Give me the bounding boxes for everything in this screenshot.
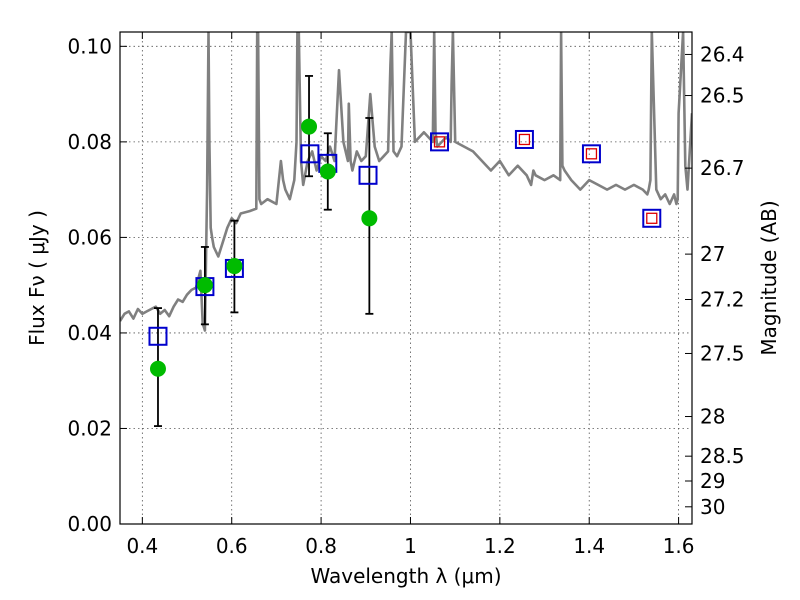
magnitude-tick-label: 26.5 <box>700 84 745 108</box>
x-axis: 0.4 0.6 0.8 1 1.2 1.4 1.6 <box>126 32 695 558</box>
model-square <box>148 326 168 346</box>
x-tick-label: 1.2 <box>484 534 516 558</box>
magnitude-tick-label: 26.7 <box>700 156 745 180</box>
plot-frame <box>119 31 693 525</box>
limit-square <box>518 133 531 146</box>
model-square <box>300 144 320 164</box>
model-square <box>581 144 601 164</box>
y-tick-label: 0.00 <box>67 512 112 536</box>
x-tick-label: 0.8 <box>305 534 337 558</box>
magnitude-tick-label: 27 <box>700 242 725 266</box>
grid-lines <box>120 32 692 525</box>
observed-point <box>301 118 318 135</box>
x-axis-title: Wavelength λ (μm) <box>310 564 501 588</box>
limit-square <box>646 212 658 224</box>
model-square <box>358 165 378 185</box>
magnitude-axis-title: Magnitude (AB) <box>757 200 781 355</box>
observed-point <box>196 277 213 294</box>
y-axis: 0.00 0.02 0.04 0.06 0.08 0.10 <box>67 34 127 536</box>
observed-point <box>226 258 243 275</box>
observed-point <box>319 163 336 180</box>
y-tick-label: 0.06 <box>67 225 112 249</box>
x-tick-label: 1 <box>404 534 417 558</box>
x-tick-label: 0.4 <box>126 534 158 558</box>
y-tick-label: 0.02 <box>67 416 112 440</box>
magnitude-tick-label: 28.5 <box>700 444 745 468</box>
model-square <box>642 208 662 228</box>
x-tick-label: 1.6 <box>663 534 695 558</box>
model-square <box>514 129 534 149</box>
plot-area <box>120 32 692 427</box>
y-axis-title: Flux Fν ( μJy ) <box>25 210 49 346</box>
model-square <box>430 132 450 152</box>
y-tick-label: 0.08 <box>67 130 112 154</box>
limit-square <box>433 136 446 148</box>
x-tick-label: 0.6 <box>216 534 248 558</box>
magnitude-tick-label: 29 <box>700 469 725 493</box>
x-tick-label: 1.4 <box>573 534 605 558</box>
magnitude-tick-label: 27.5 <box>700 341 745 365</box>
magnitude-tick-label: 26.4 <box>700 42 745 66</box>
observed-point <box>149 360 166 377</box>
magnitude-tick-label: 28 <box>700 405 725 429</box>
magnitude-tick-label: 30 <box>700 495 725 519</box>
limit-square <box>585 148 598 160</box>
y-tick-label: 0.04 <box>67 321 112 345</box>
y-tick-label: 0.10 <box>67 34 112 58</box>
observed-point <box>361 210 378 227</box>
magnitude-tick-label: 27.2 <box>700 287 745 311</box>
spectrum-line <box>120 32 692 332</box>
